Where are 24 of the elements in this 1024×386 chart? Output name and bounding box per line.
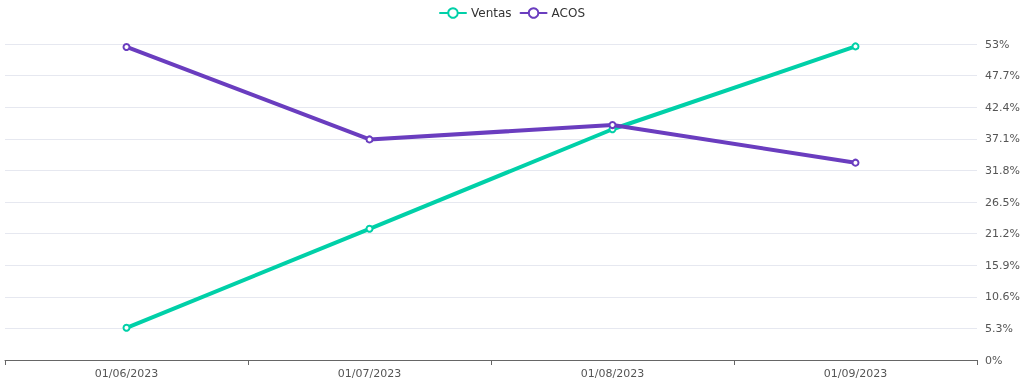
x-tick-label: 01/07/2023 (337, 367, 402, 380)
x-tick-label: 01/09/2023 (823, 367, 888, 380)
y-tick-label: 21.2% (985, 227, 1020, 241)
point (365, 135, 374, 144)
y-tick-label: 31.8% (985, 163, 1020, 177)
point (122, 42, 131, 51)
legend-label: ACOS (551, 6, 586, 20)
y-tick-label: 0% (985, 353, 1003, 367)
x-tick-label: 01/08/2023 (580, 367, 645, 380)
y-tick-label: 5.3% (985, 321, 1013, 335)
y-tick-label: 10.6% (985, 290, 1020, 304)
point (851, 158, 860, 167)
point (365, 224, 374, 233)
y-tick-label: 37.1% (985, 132, 1020, 146)
y-tick-label: 15.9% (985, 258, 1020, 272)
point (851, 42, 860, 51)
y-tick-label: 53% (985, 37, 1010, 51)
point (608, 121, 617, 130)
x-tick-label: 01/06/2023 (94, 367, 159, 380)
y-tick-label: 26.5% (985, 195, 1020, 209)
legend-label: Ventas (470, 6, 512, 20)
y-tick-label: 47.7% (985, 69, 1020, 83)
y-tick-label: 42.4% (985, 100, 1020, 114)
point (122, 323, 131, 332)
